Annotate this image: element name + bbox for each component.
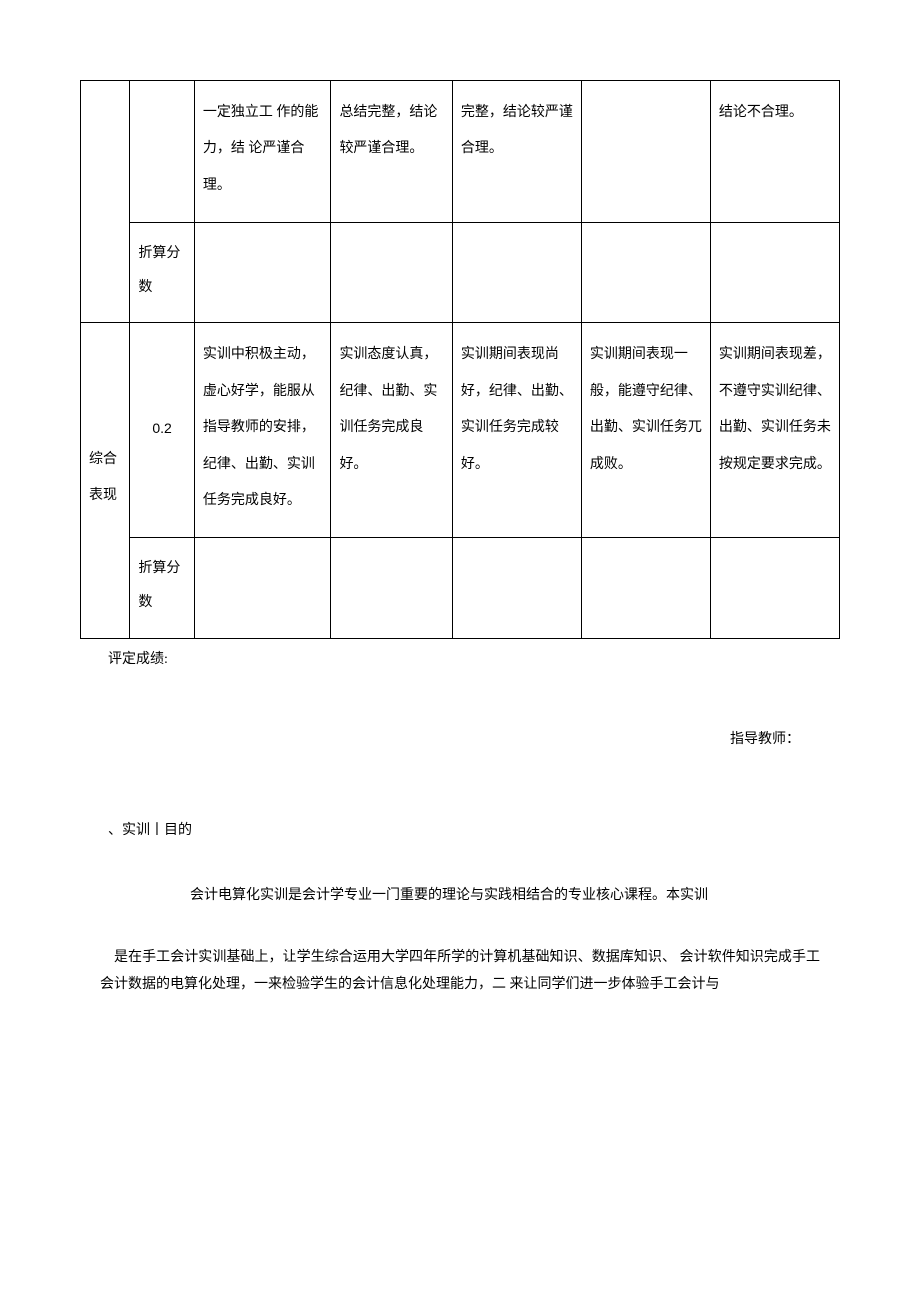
cell: 实训期间表现差，不遵守实训纪律、出勤、实训任务未按规定要求完成。	[710, 323, 839, 538]
cell: 一定独立工 作的能力，结 论严谨合理。	[194, 81, 331, 223]
cell	[710, 223, 839, 323]
table-row: 折算分数	[81, 538, 840, 638]
cell	[331, 223, 452, 323]
table-row: 一定独立工 作的能力，结 论严谨合理。 总结完整，结论较严谨合理。 完整，结论较…	[81, 81, 840, 223]
table-row: 综合表现 0.2 实训中积极主动，虚心好学，能服从指导教师的安排，纪律、出勤、实…	[81, 323, 840, 538]
cell: 实训中积极主动，虚心好学，能服从指导教师的安排，纪律、出勤、实训任务完成良好。	[194, 323, 331, 538]
paragraph: 会计电算化实训是会计学专业一门重要的理论与实践相结合的专业核心课程。本实训	[80, 883, 840, 910]
cell	[331, 538, 452, 638]
cell: 实训期间表现一般，能遵守纪律、出勤、实训任务兀成败。	[581, 323, 710, 538]
cell	[581, 81, 710, 223]
cell	[452, 223, 581, 323]
after-table-block: 评定成绩: 指导教师： 、实训丨目的 会计电算化实训是会计学专业一门重要的理论与…	[80, 645, 840, 999]
row-category-cell: 综合表现	[81, 323, 130, 638]
cell: 总结完整，结论较严谨合理。	[331, 81, 452, 223]
rubric-table: 一定独立工 作的能力，结 论严谨合理。 总结完整，结论较严谨合理。 完整，结论较…	[80, 80, 840, 639]
cell	[581, 538, 710, 638]
cell: 完整，结论较严谨合理。	[452, 81, 581, 223]
cell	[194, 223, 331, 323]
cell: 结论不合理。	[710, 81, 839, 223]
row-category-cell	[81, 81, 130, 323]
score-label-cell: 折算分数	[130, 223, 195, 323]
teacher-label: 指导教师：	[80, 725, 840, 756]
score-label-cell: 折算分数	[130, 538, 195, 638]
cell	[710, 538, 839, 638]
weight-cell: 0.2	[130, 323, 195, 538]
paragraph: 是在手工会计实训基础上，让学生综合运用大学四年所学的计算机基础知识、数据库知识、…	[80, 945, 840, 998]
cell	[194, 538, 331, 638]
table-row: 折算分数	[81, 223, 840, 323]
cell	[581, 223, 710, 323]
section-title: 、实训丨目的	[80, 816, 840, 847]
grade-label: 评定成绩:	[80, 645, 840, 676]
cell	[452, 538, 581, 638]
cell: 实训态度认真，纪律、出勤、实训任务完成良好。	[331, 323, 452, 538]
cell	[130, 81, 195, 223]
cell: 实训期间表现尚好，纪律、出勤、实训任务完成较好。	[452, 323, 581, 538]
